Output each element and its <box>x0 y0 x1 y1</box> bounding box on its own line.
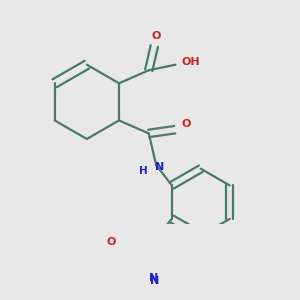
Text: N: N <box>155 162 164 172</box>
Text: OH: OH <box>182 57 200 67</box>
Text: O: O <box>107 236 116 247</box>
Text: N: N <box>148 273 158 283</box>
Text: O: O <box>181 119 190 129</box>
Text: H: H <box>139 166 148 176</box>
Text: O: O <box>152 31 161 41</box>
Text: N: N <box>151 275 160 286</box>
